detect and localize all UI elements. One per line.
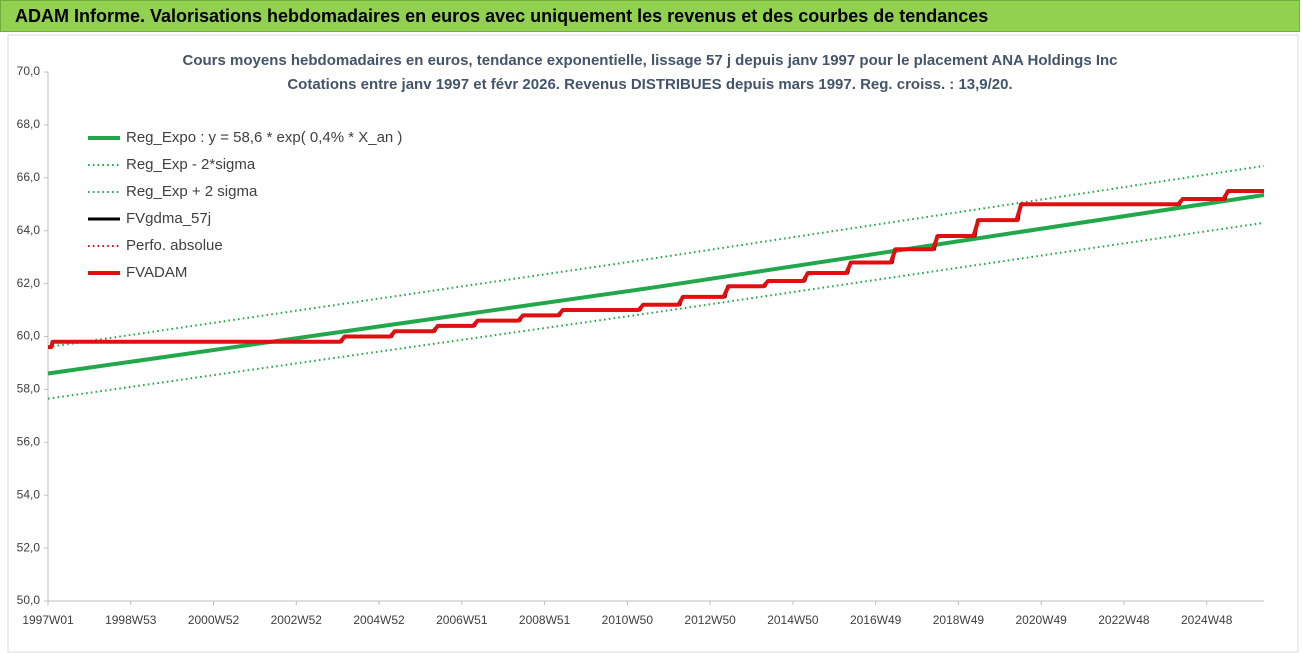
y-tick-label: 58,0 [17, 382, 41, 396]
series-line [47, 193, 1265, 376]
x-tick-label: 2004W52 [353, 613, 405, 627]
y-tick-label: 50,0 [17, 593, 41, 607]
legend-label: FVgdma_57j [126, 210, 211, 227]
legend-label: Reg_Exp - 2*sigma [126, 156, 256, 173]
y-tick-label: 66,0 [17, 170, 41, 184]
x-tick-label: 2010W50 [602, 613, 654, 627]
x-tick-label: 2006W51 [436, 613, 488, 627]
x-tick-label: 2024W48 [1181, 613, 1233, 627]
y-tick-label: 52,0 [17, 540, 41, 554]
x-tick-label: 1997W01 [22, 613, 74, 627]
y-tick-label: 70,0 [17, 64, 41, 78]
y-tick-label: 64,0 [17, 223, 41, 237]
series-line [47, 164, 1265, 349]
x-tick-label: 2020W49 [1015, 613, 1067, 627]
x-tick-label: 2016W49 [850, 613, 902, 627]
header-title: ADAM Informe. Valorisations hebdomadaire… [0, 0, 1300, 32]
x-tick-label: 2014W50 [767, 613, 819, 627]
legend-label: Reg_Expo : y = 58,6 * exp( 0,4% * X_an ) [126, 129, 402, 146]
chart-subtitle: Cotations entre janv 1997 et févr 2026. … [287, 76, 1012, 93]
legend-label: FVADAM [126, 264, 187, 281]
legend-label: Perfo. absolue [126, 237, 223, 254]
y-tick-label: 62,0 [17, 276, 41, 290]
x-tick-label: 2008W51 [519, 613, 571, 627]
series-line [47, 221, 1265, 400]
y-tick-label: 54,0 [17, 487, 41, 501]
y-tick-label: 60,0 [17, 329, 41, 343]
x-tick-label: 2022W48 [1098, 613, 1150, 627]
x-tick-label: 2002W52 [271, 613, 323, 627]
y-tick-label: 56,0 [17, 434, 41, 448]
x-tick-label: 2012W50 [684, 613, 736, 627]
chart-title: Cours moyens hebdomadaires en euros, ten… [183, 52, 1118, 69]
y-tick-label: 68,0 [17, 117, 41, 131]
x-tick-label: 1998W53 [105, 613, 157, 627]
chart: Cours moyens hebdomadaires en euros, ten… [7, 34, 1299, 653]
x-tick-label: 2000W52 [188, 613, 240, 627]
series-line [48, 189, 1264, 350]
legend-label: Reg_Exp + 2 sigma [126, 183, 258, 200]
x-tick-label: 2018W49 [933, 613, 985, 627]
